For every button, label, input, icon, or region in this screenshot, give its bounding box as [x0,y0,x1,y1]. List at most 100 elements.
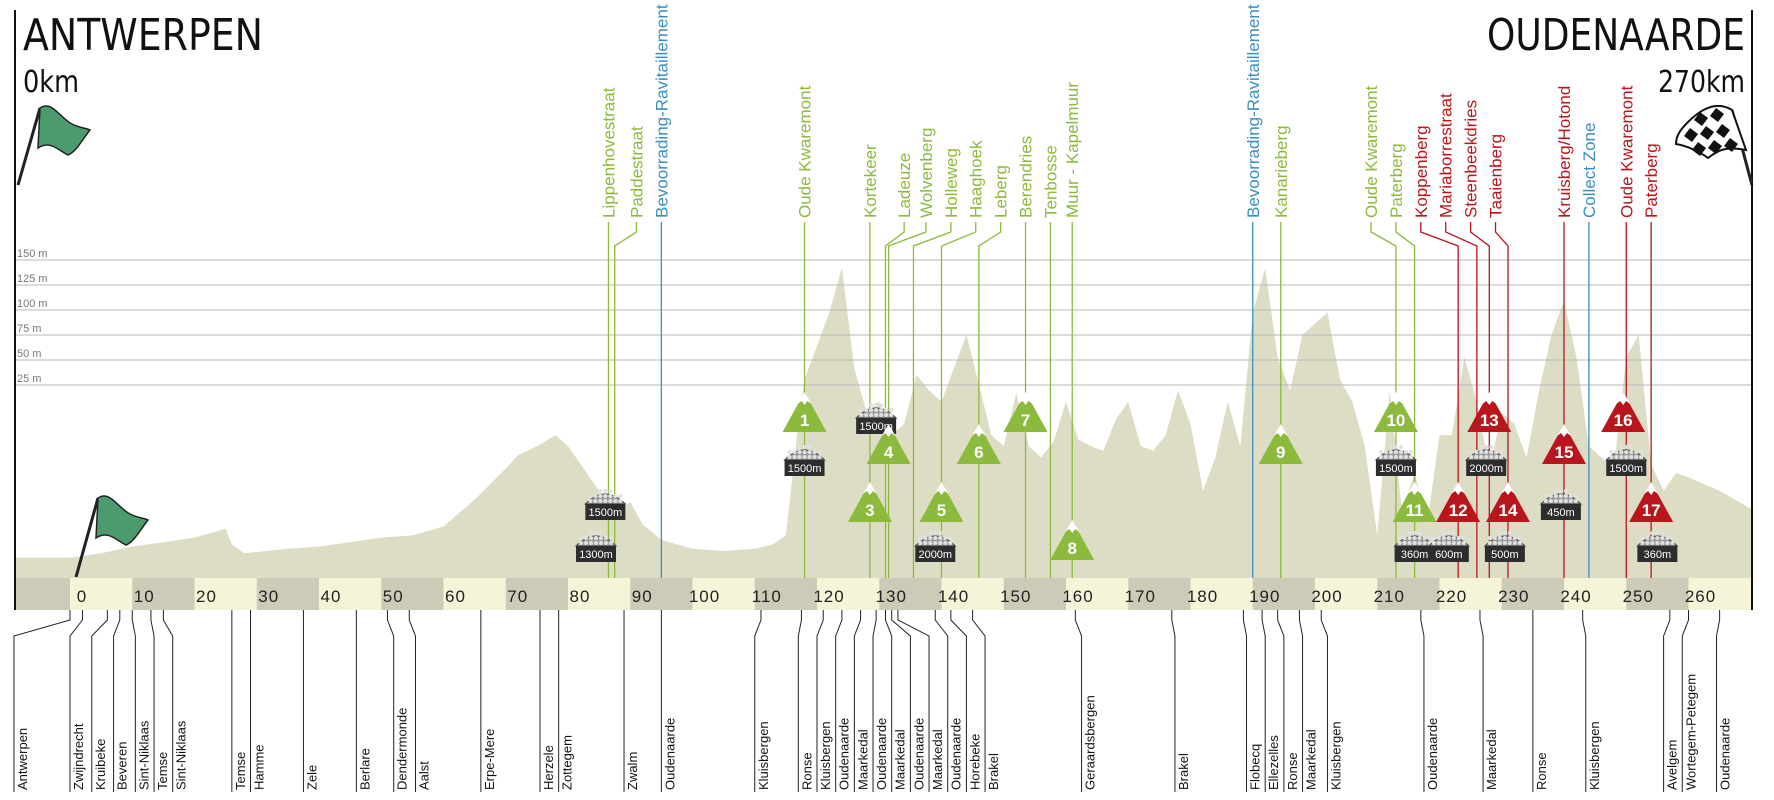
km-tick-label: 220 [1436,587,1467,606]
cobble-stone [1619,455,1624,459]
town-label: Brakel [1176,753,1191,790]
town-leader [1716,610,1721,792]
town-leader [972,610,986,792]
cobble-stone [1489,445,1494,449]
cobble-stone [1412,531,1417,535]
cobble-length: 1500m [589,507,623,519]
km-ticks: 0 10 20 30 40 50 60 70 80 90 100 110 120 130 140 150 160… [77,587,1715,606]
cobble-stone [1563,499,1568,503]
cobble-stone [1660,536,1665,540]
climb-number: 1 [800,411,809,430]
finish-km: 270km [1658,65,1745,100]
km-band [1501,578,1564,610]
cobble-stone [1548,494,1553,498]
climb-triangle [1003,392,1048,432]
climb-marker: 3 [847,482,892,522]
sector-label: Paddestraat [627,126,646,218]
km-tick-label: 10 [134,587,155,606]
cobble-stone [1393,450,1398,454]
cobble-stone [589,541,594,545]
town-label: Horebeke [967,734,982,790]
cobble-stone [1568,494,1573,498]
cobble-stone [1441,531,1446,535]
sector-label: Paterberg [1642,143,1661,218]
town-leader [69,610,83,792]
town-label: Sint-Niklaas [136,720,151,790]
km-band [630,578,693,610]
cobble-stone [938,531,943,535]
cobble-length-box [576,546,617,562]
cobble-stone [802,450,807,454]
km-band [1377,578,1440,610]
cobble-stone [933,541,938,545]
km-band [505,578,568,610]
cobble-stone [812,450,817,454]
cobble-stone [1614,450,1619,454]
finish-flag-icon [1674,104,1754,186]
town-leader [950,610,967,792]
start-km: 0km [23,65,79,100]
cobble-length-box [1428,546,1469,562]
cobble-stone [1461,536,1466,540]
cobble-stone [1614,455,1619,459]
cobble-stone [817,455,822,459]
town-label: Oudenaarde [662,718,677,790]
town-label: Kruibeke [93,739,108,790]
cobble-stone [1655,531,1660,535]
cobble-stone [797,450,802,454]
cobble-stone [928,531,933,535]
snow-cap-icon [862,482,877,495]
town-label: Kluisbergen [1587,721,1602,790]
cobble-stone [933,531,938,535]
sector-label: Collect Zone [1580,123,1599,218]
cobble-stone [584,536,589,540]
km-tick-label: 90 [632,587,653,606]
cobble-stone [613,494,618,498]
marker-line [614,222,638,578]
cobble-stone [1408,455,1413,459]
sector-label: Muur - Kapelmuur [1063,82,1082,218]
cobble-stone [589,531,594,535]
town-leader [1171,610,1176,792]
town-label: Oudenaarde [1718,718,1733,790]
cobble-length-box [784,460,825,476]
cobble-marker: 1500m [1374,445,1418,476]
climb-triangle [1601,392,1646,432]
cobble-stone [792,450,797,454]
cobble-stone [1497,531,1502,535]
cobble-stone [1650,536,1655,540]
cobble-stone [1634,455,1639,459]
cobble-stone [1479,455,1484,459]
y-tick-label: 125 m [17,273,48,285]
km-tick-label: 30 [258,587,279,606]
snow-cap-icon [1388,392,1403,405]
cobble-stone [1543,499,1548,503]
climb-number: 9 [1276,443,1285,462]
marker-line [1420,222,1459,578]
cobble-stone [593,499,598,503]
town-label: Oudenaarde [949,718,964,790]
y-tick-label: 100 m [17,298,48,310]
cobble-stone [948,541,953,545]
cobble-stone [1474,455,1479,459]
sector-label: Oude Kwaremont [796,85,815,218]
cobble-stone [1431,541,1436,545]
km-tick-label: 190 [1249,587,1280,606]
snow-cap-icon [1273,424,1288,437]
climb-triangle [1485,482,1530,522]
town-label: Ronse [799,752,814,790]
cobble-stone [1484,450,1489,454]
cobble-stone [1650,531,1655,535]
town-leader [835,610,843,792]
sector-label: Kortekeer [861,144,880,218]
sector-label: Taaienberg [1487,134,1506,218]
cobble-stone [859,408,864,412]
cobble-stone [948,536,953,540]
towns: Antwerpen Zwijndrecht Kruibeke Beveren Sint-… [13,610,1733,792]
climb-marker: 13 [1467,392,1512,432]
cobble-stone [787,455,792,459]
town-label: Maarkedal [1304,729,1319,790]
cobble-stone [603,494,608,498]
cobble-stone [1431,536,1436,540]
